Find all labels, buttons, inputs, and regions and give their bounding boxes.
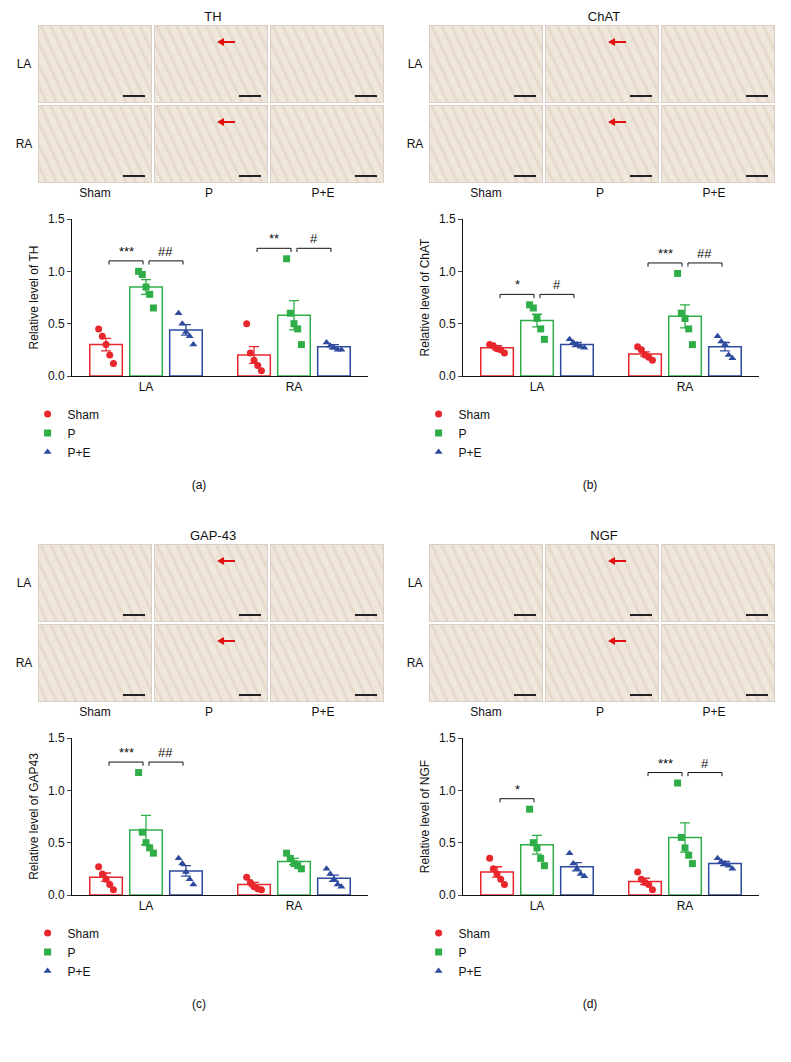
html-text:P+E: P+E	[311, 186, 335, 200]
html-text:P+E: P+E	[702, 705, 726, 719]
svg-text:***: ***	[119, 745, 134, 760]
svg-text:0.0: 0.0	[439, 888, 456, 902]
svg-text:RA: RA	[286, 899, 303, 913]
svg-text:Sham: Sham	[68, 408, 99, 422]
svg-text:P: P	[459, 427, 467, 441]
svg-text:0.5: 0.5	[48, 317, 65, 331]
svg-text:RA: RA	[286, 380, 303, 394]
html-text:P+E: P+E	[311, 705, 335, 719]
svg-text:1.0: 1.0	[439, 784, 456, 798]
html-text:P: P	[205, 186, 213, 200]
svg-text:P+E: P+E	[68, 446, 91, 460]
html-text:Sham: Sham	[470, 705, 502, 719]
svg-text:LA: LA	[530, 899, 545, 913]
html-text:RA: RA	[15, 137, 33, 151]
svg-text:1.0: 1.0	[48, 265, 65, 279]
html-text:LA: LA	[407, 57, 423, 71]
svg-text:Relative level of ChAT: Relative level of ChAT	[418, 238, 432, 356]
html-text:TH: TH	[204, 9, 222, 24]
svg-text:1.5: 1.5	[439, 212, 456, 226]
svg-text:Sham: Sham	[459, 927, 490, 941]
html-text:Sham: Sham	[79, 186, 111, 200]
svg-text:P+E: P+E	[459, 965, 482, 979]
svg-text:1.0: 1.0	[48, 784, 65, 798]
svg-text:LA: LA	[139, 899, 154, 913]
svg-text:RA: RA	[677, 380, 694, 394]
svg-text:P: P	[68, 427, 76, 441]
html-text:P: P	[596, 186, 604, 200]
svg-text:0.0: 0.0	[439, 369, 456, 383]
svg-text:Relative level of TH: Relative level of TH	[27, 246, 41, 350]
svg-text:1.5: 1.5	[48, 731, 65, 745]
svg-text:Sham: Sham	[459, 408, 490, 422]
svg-text:*: *	[515, 277, 520, 292]
svg-text:##: ##	[158, 745, 173, 760]
html-text:Sham: Sham	[470, 186, 502, 200]
svg-text:P: P	[68, 946, 76, 960]
html-text:LA: LA	[16, 576, 32, 590]
svg-text:Relative level of NGF: Relative level of NGF	[418, 760, 432, 873]
svg-text:1.5: 1.5	[439, 731, 456, 745]
html-text:(a): (a)	[191, 478, 207, 492]
svg-text:LA: LA	[530, 380, 545, 394]
svg-text:1.0: 1.0	[439, 265, 456, 279]
svg-text:RA: RA	[677, 899, 694, 913]
svg-text:Sham: Sham	[68, 927, 99, 941]
svg-text:***: ***	[119, 244, 134, 259]
svg-text:**: **	[269, 231, 279, 246]
html-text:(d): (d)	[582, 997, 598, 1011]
html-text:LA: LA	[407, 576, 423, 590]
html-text:GAP-43: GAP-43	[189, 528, 237, 543]
svg-text:0.5: 0.5	[439, 317, 456, 331]
html-text:P+E: P+E	[702, 186, 726, 200]
svg-text:#: #	[553, 277, 561, 292]
html-text:P: P	[596, 705, 604, 719]
html-text:LA: LA	[16, 57, 32, 71]
svg-text:##: ##	[158, 244, 173, 259]
svg-text:#: #	[701, 756, 709, 771]
svg-text:***: ***	[658, 246, 673, 261]
svg-text:#: #	[310, 231, 318, 246]
html-text:(b): (b)	[582, 478, 598, 492]
html-text:ChAT: ChAT	[587, 9, 621, 24]
svg-text:0.0: 0.0	[48, 369, 65, 383]
svg-text:0.0: 0.0	[48, 888, 65, 902]
html-text:RA: RA	[15, 656, 33, 670]
svg-text:##: ##	[697, 246, 712, 261]
svg-text:Relative level of GAP43: Relative level of GAP43	[27, 753, 41, 880]
svg-text:***: ***	[658, 756, 673, 771]
svg-text:*: *	[515, 782, 520, 797]
html-text:NGF: NGF	[590, 528, 618, 543]
html-text:RA: RA	[406, 656, 424, 670]
svg-text:LA: LA	[139, 380, 154, 394]
svg-text:P+E: P+E	[459, 446, 482, 460]
svg-text:1.5: 1.5	[48, 212, 65, 226]
svg-text:0.5: 0.5	[48, 836, 65, 850]
html-text:P: P	[205, 705, 213, 719]
html-text:(c): (c)	[192, 997, 206, 1011]
html-text:Sham: Sham	[79, 705, 111, 719]
svg-text:0.5: 0.5	[439, 836, 456, 850]
html-text:RA: RA	[406, 137, 424, 151]
svg-text:P: P	[459, 946, 467, 960]
svg-text:P+E: P+E	[68, 965, 91, 979]
